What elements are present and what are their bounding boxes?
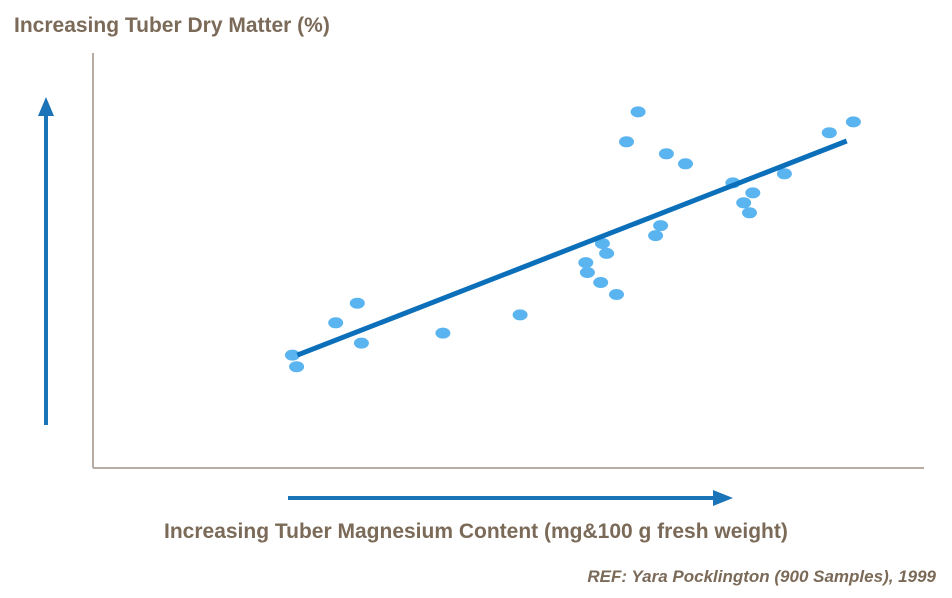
data-point bbox=[821, 127, 837, 139]
trendline-layer bbox=[296, 138, 848, 358]
y-arrow-head bbox=[38, 97, 54, 116]
data-point bbox=[742, 207, 757, 219]
trendline bbox=[296, 138, 848, 358]
data-point bbox=[845, 116, 861, 128]
data-point bbox=[349, 297, 365, 309]
data-point bbox=[776, 168, 792, 180]
data-point bbox=[353, 337, 369, 349]
data-point bbox=[593, 277, 609, 288]
x-axis-title: Increasing Tuber Magnesium Content (mg&1… bbox=[164, 520, 788, 543]
data-point bbox=[658, 148, 674, 160]
y-axis-title: Increasing Tuber Dry Matter (%) bbox=[14, 14, 330, 37]
data-point bbox=[578, 257, 594, 269]
data-point bbox=[619, 136, 634, 148]
data-point bbox=[594, 238, 610, 249]
data-point bbox=[609, 289, 624, 300]
data-point bbox=[630, 106, 646, 118]
data-point bbox=[599, 247, 615, 259]
data-point bbox=[745, 187, 761, 199]
data-point bbox=[678, 158, 693, 170]
data-point bbox=[512, 309, 528, 321]
data-point bbox=[648, 230, 664, 242]
data-point bbox=[653, 220, 669, 232]
data-point bbox=[435, 327, 451, 339]
data-point bbox=[736, 197, 752, 209]
reference-note: REF: Yara Pocklington (900 Samples), 199… bbox=[587, 567, 936, 586]
data-points bbox=[284, 106, 861, 373]
data-point bbox=[328, 317, 344, 329]
data-point bbox=[284, 349, 300, 361]
x-arrow-head bbox=[713, 490, 733, 506]
data-point bbox=[579, 267, 595, 278]
data-point bbox=[289, 361, 305, 373]
